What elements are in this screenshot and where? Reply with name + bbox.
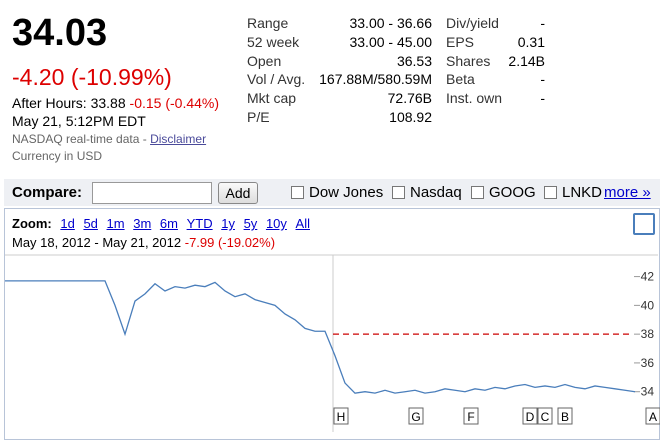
range-row: May 18, 2012 - May 21, 2012 -7.99 (-19.0… xyxy=(12,235,275,250)
stat-label: Open xyxy=(247,52,282,69)
y-tick-label: 38 xyxy=(641,327,655,341)
zoom-options: 1d 5d 1m 3m 6m YTD 1y 5y 10y All xyxy=(55,216,310,231)
range-change: -7.99 (-19.02%) xyxy=(184,235,276,250)
zoom-link[interactable]: 5y xyxy=(243,216,258,231)
event-label: A xyxy=(649,410,657,424)
compare-bar: Compare: Add Dow Jones Nasdaq GOOG LNKD mor… xyxy=(4,179,660,206)
compare-label: Compare: xyxy=(12,184,83,201)
compare-input[interactable] xyxy=(92,182,212,204)
stat-label: Inst. own xyxy=(446,90,503,107)
event-label: H xyxy=(337,410,346,424)
y-tick-label: 40 xyxy=(641,298,655,312)
stat-label: Div/yield xyxy=(446,15,499,31)
zoom-label: Zoom: xyxy=(12,216,52,231)
event-label: B xyxy=(561,410,569,424)
event-marker[interactable] xyxy=(557,407,573,425)
stat-value: 108.92 xyxy=(389,109,432,125)
stat-value: 2.14B xyxy=(508,52,545,69)
timestamp: May 21, 5:12PM EDT xyxy=(12,113,146,129)
disclaimer-link[interactable]: Disclaimer xyxy=(150,132,207,146)
stat-value: 33.00 - 36.66 xyxy=(349,15,432,31)
checkbox[interactable] xyxy=(392,186,405,199)
checkbox[interactable] xyxy=(544,186,557,199)
checkbox[interactable] xyxy=(291,186,304,199)
stat-value: 167.88M/580.59M xyxy=(319,71,432,88)
event-marker[interactable] xyxy=(463,407,479,425)
change: -4.20 (-10.99%) xyxy=(12,64,172,90)
compare-option: LNKD xyxy=(562,184,603,201)
zoom-link[interactable]: 5d xyxy=(83,216,98,231)
event-label: G xyxy=(411,410,420,424)
event-marker[interactable] xyxy=(408,407,424,425)
stat-label: EPS xyxy=(446,33,475,50)
zoom-link[interactable]: 1d xyxy=(60,216,75,231)
stat-label: Beta xyxy=(446,71,475,88)
stat-label: Range xyxy=(247,15,289,31)
after-hours: After Hours: 33.88 -0.15 (-0.44%) xyxy=(12,95,219,111)
currency: Currency in USD xyxy=(12,149,103,163)
compare-option: Nasdaq xyxy=(410,184,462,201)
checkbox[interactable] xyxy=(471,186,484,199)
price: 34.03 xyxy=(12,12,108,54)
zoom-link[interactable]: 1y xyxy=(221,216,235,231)
event-marker[interactable] xyxy=(333,407,349,425)
event-marker[interactable] xyxy=(645,407,660,425)
zoom-link[interactable]: 10y xyxy=(265,216,287,231)
zoom-link[interactable]: 3m xyxy=(133,216,152,231)
compare-option: GOOG xyxy=(489,184,536,201)
zoom-link[interactable]: YTD xyxy=(186,216,213,231)
zoom-link[interactable]: 1m xyxy=(106,216,125,231)
event-marker[interactable] xyxy=(522,407,538,425)
event-marker[interactable] xyxy=(537,407,553,425)
y-tick-label: 42 xyxy=(641,270,655,284)
stat-value: 72.76B xyxy=(387,90,432,107)
event-label: F xyxy=(467,410,474,424)
stat-label: Shares xyxy=(446,52,491,69)
expand-icon[interactable] xyxy=(633,213,655,235)
stat-value: - xyxy=(540,15,545,31)
price-line xyxy=(5,280,636,394)
after-hours-label: After Hours: xyxy=(12,95,87,111)
event-label: C xyxy=(541,410,550,424)
stat-label: 52 week xyxy=(247,33,300,50)
compare-option: Dow Jones xyxy=(309,184,384,201)
stat-value: 36.53 xyxy=(396,52,432,69)
source-text: NASDAQ real-time data - xyxy=(12,132,147,146)
y-tick-label: 34 xyxy=(641,385,655,399)
range-dates: May 18, 2012 - May 21, 2012 xyxy=(12,235,182,250)
zoom-row: Zoom: 1d 5d 1m 3m 6m YTD 1y 5y 10y All xyxy=(12,216,310,231)
stat-label: Mkt cap xyxy=(247,90,297,107)
stat-value: 0.31 xyxy=(517,33,545,50)
add-button[interactable]: Add xyxy=(218,182,258,204)
zoom-link[interactable]: All xyxy=(295,216,310,231)
after-hours-change: -0.15 (-0.44%) xyxy=(129,95,220,111)
stat-value: - xyxy=(540,71,545,88)
event-label: D xyxy=(526,410,535,424)
more-link[interactable]: more » xyxy=(604,184,651,201)
after-hours-price: 33.88 xyxy=(90,95,126,111)
stat-value: 33.00 - 45.00 xyxy=(349,33,432,50)
y-tick-label: 36 xyxy=(641,356,655,370)
stat-label: P/E xyxy=(247,109,270,125)
source: NASDAQ real-time data - Disclaimer xyxy=(12,132,206,146)
stat-label: Vol / Avg. xyxy=(247,71,306,88)
zoom-link[interactable]: 6m xyxy=(159,216,178,231)
stat-value: - xyxy=(540,90,545,107)
